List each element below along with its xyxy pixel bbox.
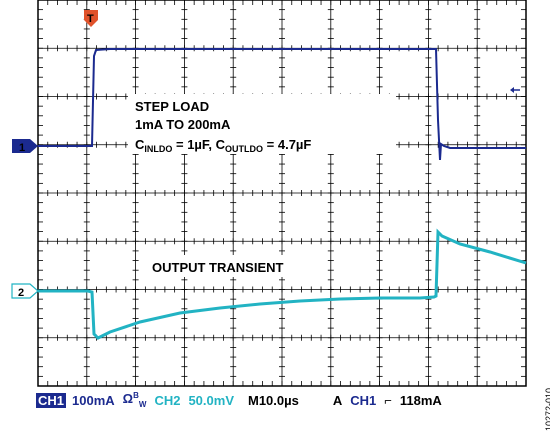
annotation-box [128,94,396,154]
ch1-marker-label: 1 [19,142,25,154]
graticule-grid [38,0,526,386]
ch2-label[interactable]: CH2 [154,392,181,408]
figure-id: 10272-010 [544,388,550,431]
timebase: M10.0µs [248,392,299,408]
annotation-capacitors: CINLDO = 1µF, COUTLDO = 4.7µF [135,137,311,154]
trigger-marker[interactable]: T [84,10,98,27]
annotation-range: 1mA TO 200mA [135,117,231,132]
ch2-marker-label: 2 [18,287,24,299]
annotation-output-transient: OUTPUT TRANSIENT [152,260,284,275]
ch2-trace [38,228,527,340]
ch1-trace [38,48,526,161]
annotation-step-load: STEP LOAD [135,99,209,114]
trigger-marker-label: T [87,13,94,25]
ch2-marker[interactable]: 2 [11,283,39,299]
trigger-mode: A [332,392,343,408]
ch2-scale: 50.0mV [188,392,234,408]
trigger-level-arrow-icon [510,87,520,93]
bandwidth-limit-icon: ΩBW [122,391,147,409]
scope-status-bar: CH1 100mA ΩBW CH2 50.0mV M10.0µs A CH1 ⌐… [36,389,526,411]
output-transient-box [146,255,324,277]
ch1-marker[interactable]: 1 [12,139,38,154]
trigger-level: 118mA [399,392,442,408]
ch1-scale: 100mA [72,392,115,408]
trigger-source: CH1 [350,392,377,408]
trigger-slope-icon: ⌐ [384,392,392,408]
ch1-label[interactable]: CH1 [36,392,67,408]
